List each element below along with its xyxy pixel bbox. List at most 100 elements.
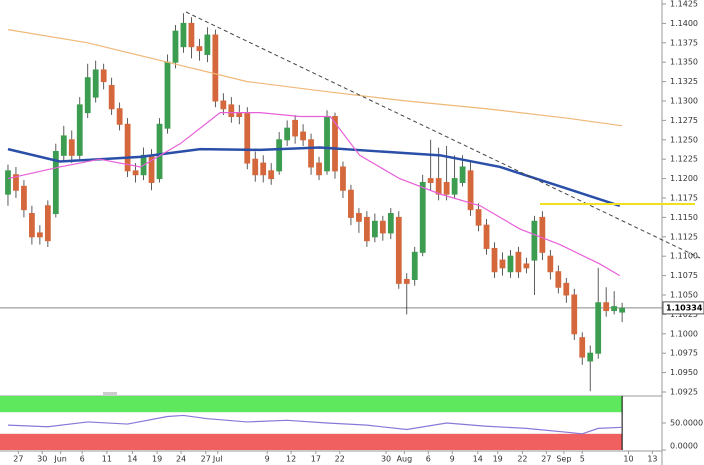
y-tick-label: 1.1125	[670, 232, 698, 241]
x-tick-label: 22	[517, 455, 527, 464]
x-tick-label: 10	[623, 455, 633, 464]
y-tick-label: 1.1000	[670, 329, 698, 338]
oscillator-line	[7, 414, 623, 435]
x-tick-label: 22	[335, 455, 345, 464]
candle-body	[44, 205, 51, 242]
candle-body	[52, 150, 59, 215]
candle-body	[196, 46, 203, 52]
y-tick-label: 1.1025	[670, 310, 698, 319]
candle-body	[284, 127, 291, 141]
oscillator-tick-label: 50.0000	[670, 419, 703, 428]
candle-body	[172, 30, 179, 63]
x-tick-label: 11	[102, 455, 112, 464]
candle-body	[587, 352, 594, 362]
candle-body	[539, 216, 546, 253]
candle-body	[459, 166, 466, 183]
candle-body	[29, 213, 35, 238]
candle-body	[379, 220, 386, 234]
y-tick-label: 1.0950	[670, 368, 698, 377]
y-tick-label: 1.1300	[670, 97, 698, 106]
x-tick-label: 6	[80, 455, 85, 464]
candle-body	[531, 220, 538, 261]
candle-body	[579, 337, 586, 358]
candle-body	[116, 108, 123, 125]
candle-body	[427, 178, 434, 183]
candle-body	[603, 302, 610, 312]
candle-body	[515, 251, 522, 273]
x-tick-label: 19	[493, 455, 503, 464]
x-tick-label: Jul	[212, 455, 223, 464]
moving-average	[7, 29, 623, 127]
candle-body	[611, 306, 618, 312]
x-tick-label: 17	[311, 455, 321, 464]
x-tick-label: 27	[201, 455, 211, 464]
candle-body	[308, 139, 314, 168]
candle-body	[92, 69, 99, 98]
candle-body	[499, 259, 506, 269]
candle-body	[475, 209, 482, 226]
candle-body	[36, 232, 43, 238]
candle-body	[467, 170, 474, 211]
x-tick-label: 6	[426, 455, 431, 464]
candle-body	[228, 104, 235, 118]
oversold-zone	[0, 433, 623, 450]
x-tick-label: Aug	[397, 455, 413, 464]
candle-body	[300, 131, 306, 141]
candle-body	[252, 158, 259, 176]
candle-body	[276, 139, 283, 172]
scrollbar	[103, 392, 117, 396]
candle-body	[435, 178, 442, 195]
candle-body	[324, 116, 330, 172]
y-tick-label: 1.1175	[670, 194, 698, 203]
candle-body	[84, 77, 91, 114]
candle-body	[356, 213, 362, 222]
y-tick-label: 1.1250	[670, 135, 698, 144]
candle-body	[387, 213, 394, 234]
x-tick-label: 27	[13, 455, 23, 464]
candle-body	[595, 302, 602, 354]
candle-body	[100, 69, 107, 83]
last-price-box	[662, 301, 704, 315]
candle-body	[180, 22, 187, 48]
candle-body	[340, 166, 346, 191]
y-tick-label: 1.1075	[670, 271, 698, 280]
candle-body	[132, 170, 139, 176]
x-tick-label: 30	[37, 455, 47, 464]
candle-body	[316, 162, 322, 176]
candle-body	[403, 278, 410, 284]
candle-body	[371, 220, 378, 238]
y-tick-label: 1.0975	[670, 349, 698, 358]
candle-body	[483, 224, 490, 249]
candle-body	[411, 251, 418, 280]
candle-body	[220, 100, 227, 110]
candle-body	[332, 116, 338, 172]
candle-body	[76, 104, 83, 156]
y-tick-label: 1.1275	[670, 116, 698, 125]
moving-average	[7, 112, 621, 277]
candle-body	[188, 22, 195, 48]
y-tick-label: 1.1425	[670, 0, 698, 9]
x-tick-label: 5	[580, 455, 585, 464]
y-tick-label: 1.1400	[670, 19, 698, 28]
candle-body	[260, 162, 267, 176]
candle-body	[244, 112, 251, 164]
x-tick-label: Sep	[556, 455, 571, 464]
x-tick-label: 24	[176, 455, 186, 464]
candle-body	[523, 263, 530, 269]
plot-area	[0, 0, 662, 396]
candle-body	[419, 181, 426, 253]
candle-body	[507, 255, 514, 273]
candle-body	[5, 170, 11, 195]
x-tick-label: 27	[541, 455, 551, 464]
candle-body	[108, 84, 115, 110]
candle-body	[395, 216, 402, 284]
y-tick-label: 1.1350	[670, 58, 698, 67]
candle-body	[124, 123, 131, 172]
candle-body	[491, 247, 498, 273]
candle-body	[451, 178, 458, 195]
x-tick-label: 12	[286, 455, 296, 464]
candle-body	[60, 135, 67, 156]
x-tick-label: 14	[127, 455, 137, 464]
